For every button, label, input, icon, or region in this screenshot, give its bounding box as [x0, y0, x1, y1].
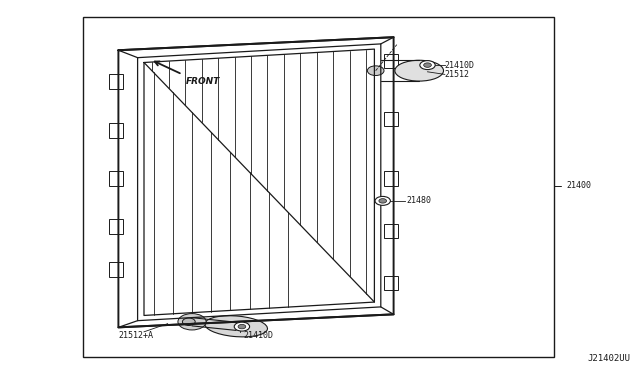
Text: 21512: 21512 [445, 70, 470, 79]
Polygon shape [384, 54, 398, 68]
Polygon shape [384, 171, 398, 186]
Ellipse shape [395, 60, 444, 81]
Text: 21512+A: 21512+A [118, 331, 154, 340]
Text: 21410D: 21410D [445, 61, 475, 70]
Circle shape [420, 61, 435, 70]
Polygon shape [384, 224, 398, 238]
Ellipse shape [178, 314, 206, 330]
Polygon shape [109, 74, 123, 89]
Polygon shape [109, 171, 123, 186]
Polygon shape [384, 112, 398, 126]
Circle shape [182, 318, 195, 326]
Text: 21400: 21400 [566, 182, 591, 190]
Polygon shape [109, 219, 123, 234]
Polygon shape [109, 262, 123, 277]
Polygon shape [109, 123, 123, 138]
Circle shape [424, 63, 431, 67]
Ellipse shape [205, 316, 268, 337]
Bar [83, 17, 554, 357]
Circle shape [379, 199, 387, 203]
Text: J21402UU: J21402UU [588, 354, 630, 363]
Text: FRONT: FRONT [186, 77, 220, 86]
Polygon shape [384, 276, 398, 290]
Circle shape [234, 322, 250, 331]
Text: 21480: 21480 [406, 196, 431, 205]
Circle shape [238, 324, 246, 329]
Text: 21410D: 21410D [243, 331, 273, 340]
Circle shape [375, 196, 390, 205]
Circle shape [367, 66, 384, 76]
